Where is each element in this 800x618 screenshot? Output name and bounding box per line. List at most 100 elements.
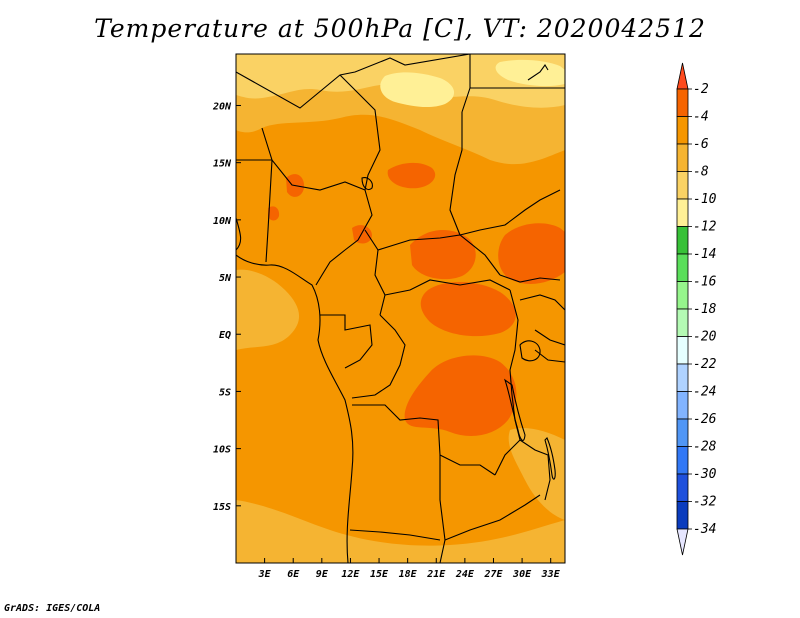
colorbar-level-label: -16	[693, 275, 717, 290]
border-angola-namibia	[349, 529, 441, 541]
x-tick-label: 3E	[258, 569, 272, 580]
lake-tanganyika	[503, 378, 526, 441]
y-tick-label: 15S	[213, 502, 231, 513]
border-south-sudan-south	[499, 274, 561, 283]
border-car-north	[377, 234, 501, 276]
border-congo-drc	[351, 314, 406, 399]
x-axis: 3E 6E 9E 12E 15E 18E 21E 24E 27E 30E 33E	[258, 558, 561, 580]
y-tick-label: 20N	[212, 101, 232, 112]
country-borders	[236, 54, 565, 563]
coast-gulf-guinea	[236, 217, 242, 251]
map-title: Temperature at 500hPa [C], VT: 202004251…	[94, 14, 706, 43]
colorbar-segment	[676, 253, 689, 282]
colorbar-segment	[676, 88, 689, 117]
colorbar-segment	[676, 363, 689, 392]
colorbar-segment	[676, 473, 689, 502]
colorbar-segment	[676, 418, 689, 447]
colorbar-level-label: -20	[693, 330, 717, 345]
border-north-3	[461, 87, 471, 113]
border-east-1	[519, 294, 565, 311]
border-drc-angola	[352, 404, 496, 476]
lake-chad	[361, 177, 373, 191]
colorbar-segment	[676, 308, 689, 337]
temperature-field	[236, 54, 565, 563]
border-chad-sudan	[449, 112, 463, 236]
y-tick-label: 15N	[213, 159, 232, 170]
y-tick-label: EQ	[219, 330, 231, 341]
warm-patch-sahel	[387, 162, 436, 189]
plot-frame	[235, 53, 566, 564]
south-cool-band	[236, 500, 565, 563]
x-tick-label: 6E	[287, 569, 300, 580]
border-sudan-east	[459, 189, 561, 236]
border-cameroon-car	[364, 229, 386, 316]
grads-credit: GrADS: IGES/COLA	[4, 603, 101, 614]
coast-northeast	[527, 63, 549, 81]
colorbar-level-label: -30	[693, 467, 717, 482]
border-north-1	[236, 54, 471, 109]
x-tick-label: 30E	[512, 569, 532, 580]
warm-patch-small	[352, 225, 372, 244]
x-tick-label: 15E	[370, 569, 389, 580]
border-niger-chad	[339, 74, 381, 191]
colorbar-top-arrow	[676, 62, 689, 90]
colorbar-bottom-arrow	[676, 528, 689, 556]
colorbar-level-label: -8	[693, 165, 709, 180]
y-tick-label: 10S	[213, 445, 231, 456]
border-east-2	[534, 329, 565, 346]
x-tick-label: 9E	[316, 569, 329, 580]
colorbar-level-label: -2	[693, 82, 709, 97]
x-tick-label: 33E	[541, 569, 561, 580]
colorbar-level-label: -34	[693, 522, 716, 537]
colorbar-level-label: -28	[693, 440, 717, 455]
colorbar-level-label: -10	[693, 192, 717, 207]
y-tick-label: 5N	[219, 273, 232, 284]
colorbar-segment	[676, 143, 689, 172]
x-tick-label: 27E	[483, 569, 503, 580]
x-tick-label: 21E	[426, 569, 446, 580]
border-zambia-south	[444, 494, 541, 541]
north-coldest-patch-2	[495, 59, 565, 87]
warm-patch-congo-south	[404, 355, 517, 436]
warm-patch-small-2	[268, 206, 280, 221]
colorbar-level-label: -18	[693, 302, 717, 317]
border-car-south	[384, 279, 511, 296]
colorbar-level-label: -26	[693, 412, 717, 427]
southwest-cool-flank	[236, 269, 300, 350]
colorbar-level-label: -6	[693, 137, 709, 152]
colorbar-level-label: -32	[693, 495, 717, 510]
warm-patch-central	[410, 229, 476, 280]
coastline-west	[236, 254, 354, 563]
border-east-3	[534, 349, 565, 363]
colorbar-segment	[676, 171, 689, 200]
x-tick-label: 24E	[455, 569, 475, 580]
colorbar-segment	[676, 281, 689, 310]
colorbar-level-label: -12	[693, 220, 717, 235]
y-tick-label: 5S	[219, 387, 231, 398]
border-angola-zambia	[439, 455, 446, 563]
border-drc-zambia	[494, 439, 521, 476]
border-zambia-east	[519, 439, 551, 501]
border-nigeria-east	[315, 189, 373, 286]
lake-malawi	[544, 437, 556, 480]
border-nigeria-west	[265, 159, 273, 263]
y-axis: 20N 15N 10N 5N EQ 5S 10S 15S	[212, 101, 241, 513]
x-tick-label: 12E	[341, 569, 360, 580]
y-tick-label: 10N	[213, 216, 232, 227]
colorbar-segment	[676, 446, 689, 475]
colorbar-level-label: -24	[693, 385, 716, 400]
border-mali-niger	[261, 127, 273, 161]
north-coldest-patch	[380, 72, 455, 108]
colorbar-segment	[676, 336, 689, 365]
colorbar-segment	[676, 226, 689, 255]
colorbar-segment	[676, 198, 689, 227]
border-niger-south	[236, 159, 366, 191]
warm-patch-congo-north	[420, 281, 516, 337]
colorbar-level-label: -14	[693, 247, 716, 262]
border-gabon	[320, 314, 373, 369]
lake-victoria	[519, 340, 541, 362]
colorbar-level-label: -4	[693, 110, 709, 125]
warm-patch-east	[498, 223, 565, 284]
colorbar-segment	[676, 116, 689, 145]
